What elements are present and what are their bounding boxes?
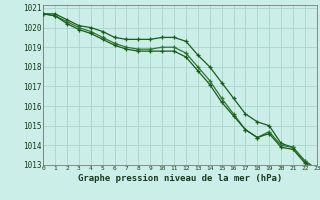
X-axis label: Graphe pression niveau de la mer (hPa): Graphe pression niveau de la mer (hPa) bbox=[78, 174, 282, 183]
